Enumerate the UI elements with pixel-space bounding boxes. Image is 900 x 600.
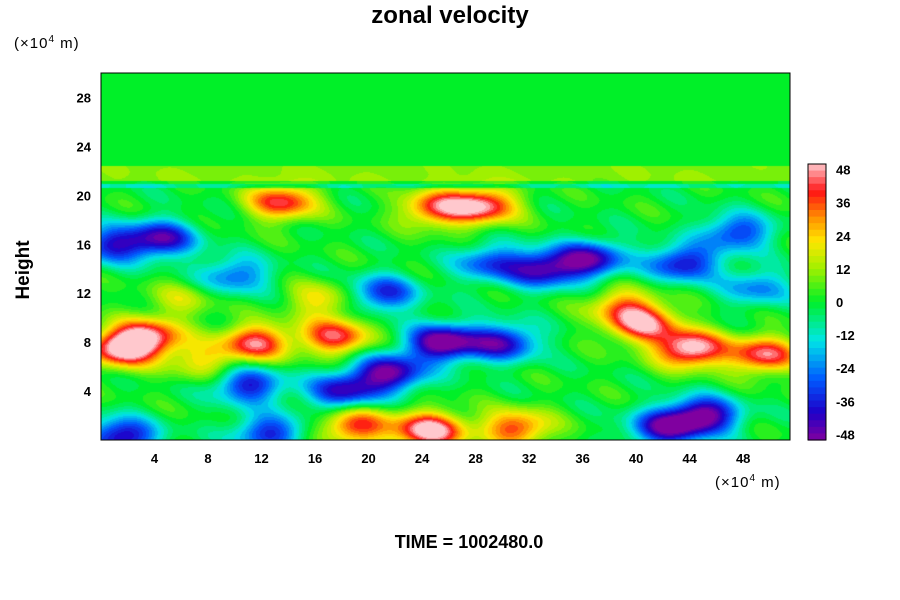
colorbar-swatch bbox=[808, 433, 826, 441]
y-tick-label: 4 bbox=[84, 384, 92, 399]
y-tick-label: 16 bbox=[77, 237, 91, 252]
colorbar-tick-label: 36 bbox=[836, 196, 850, 211]
y-tick-label: 20 bbox=[77, 188, 91, 203]
colorbar-swatch bbox=[808, 183, 826, 191]
y-tick-label: 8 bbox=[84, 335, 91, 350]
colorbar-swatch bbox=[808, 374, 826, 382]
colorbar-swatch bbox=[808, 216, 826, 224]
colorbar-swatch bbox=[808, 269, 826, 277]
colorbar-swatch bbox=[808, 348, 826, 356]
x-tick-label: 36 bbox=[575, 451, 589, 466]
x-tick-label: 4 bbox=[151, 451, 159, 466]
time-label: TIME = 1002480.0 bbox=[394, 532, 544, 552]
y-axis-unit: (×104 m) bbox=[14, 34, 80, 52]
colorbar-swatch bbox=[808, 361, 826, 369]
colorbar-swatch bbox=[808, 236, 826, 244]
colorbar-swatch bbox=[808, 164, 826, 172]
colorbar-swatch bbox=[808, 354, 826, 362]
y-tick-label: 24 bbox=[77, 139, 92, 154]
colorbar-tick-label: 0 bbox=[836, 295, 843, 310]
x-tick-label: 32 bbox=[522, 451, 536, 466]
colorbar-swatch bbox=[808, 196, 826, 205]
colorbar-swatch bbox=[808, 288, 826, 297]
colorbar-swatch bbox=[808, 256, 826, 264]
x-tick-label: 48 bbox=[736, 451, 750, 466]
colorbar-tick-label: 24 bbox=[836, 229, 851, 244]
colorbar-swatch bbox=[808, 210, 826, 218]
y-tick-label: 28 bbox=[77, 90, 91, 105]
colorbar-border bbox=[807, 163, 827, 441]
colorbar-swatch bbox=[808, 275, 826, 283]
colorbar-swatch bbox=[808, 380, 826, 389]
colorbar-swatch bbox=[808, 302, 826, 310]
colorbar-tick-label: 48 bbox=[836, 163, 850, 178]
colorbar-swatch bbox=[808, 295, 826, 303]
colorbar-swatch bbox=[808, 190, 826, 198]
colorbar-swatch bbox=[808, 170, 826, 178]
colorbar-swatch bbox=[808, 413, 826, 421]
colorbar-swatch bbox=[808, 407, 826, 415]
colorbar-tick-labels: 48 36 24 12 0 -12 -24 -36 -48 bbox=[836, 163, 856, 443]
plot-border bbox=[100, 72, 791, 441]
chart-title: zonal velocity bbox=[371, 2, 529, 29]
x-tick-label: 28 bbox=[468, 451, 482, 466]
colorbar-swatch bbox=[808, 177, 826, 185]
x-tick-label: 40 bbox=[629, 451, 643, 466]
colorbar-tick-label: -48 bbox=[836, 427, 855, 442]
heatmap-field bbox=[101, 73, 790, 440]
x-tick-label: 44 bbox=[682, 451, 697, 466]
x-tick-labels: 4 8 12 16 20 24 28 32 36 40 44 48 bbox=[151, 451, 751, 466]
colorbar-swatch bbox=[808, 282, 826, 290]
x-tick-label: 20 bbox=[361, 451, 375, 466]
colorbar-tick-label: -12 bbox=[836, 328, 855, 343]
x-unit-exponent: 4 bbox=[749, 473, 757, 484]
x-tick-label: 8 bbox=[204, 451, 211, 466]
colorbar-swatch bbox=[808, 387, 826, 395]
colorbar-swatch bbox=[808, 308, 826, 316]
colorbar-swatch bbox=[808, 223, 826, 231]
colorbar-swatch bbox=[808, 341, 826, 349]
y-unit-suffix: m) bbox=[55, 35, 80, 52]
colorbar-swatch bbox=[808, 400, 826, 408]
x-unit-prefix: (×10 bbox=[715, 474, 750, 491]
x-tick-label: 12 bbox=[254, 451, 268, 466]
colorbar-swatch bbox=[808, 426, 826, 435]
y-tick-labels: 4 8 12 16 20 24 28 bbox=[77, 90, 92, 399]
colorbar-swatch bbox=[808, 367, 826, 375]
colorbar bbox=[807, 163, 827, 441]
colorbar-swatch bbox=[808, 262, 826, 270]
x-unit-suffix: m) bbox=[756, 474, 781, 491]
colorbar-tick-label: -36 bbox=[836, 394, 855, 409]
colorbar-swatch bbox=[808, 203, 826, 211]
colorbar-swatch bbox=[808, 328, 826, 336]
colorbar-swatch bbox=[808, 229, 826, 237]
colorbar-swatch bbox=[808, 249, 826, 257]
colorbar-swatch bbox=[808, 321, 826, 329]
x-tick-label: 16 bbox=[308, 451, 322, 466]
colorbar-tick-label: 12 bbox=[836, 262, 850, 277]
x-axis-unit: (×104 m) bbox=[715, 473, 781, 491]
colorbar-swatch bbox=[808, 394, 826, 402]
colorbar-swatch bbox=[808, 420, 826, 428]
colorbar-swatch bbox=[808, 334, 826, 343]
colorbar-swatch bbox=[808, 315, 826, 323]
y-tick-label: 12 bbox=[77, 286, 91, 301]
x-tick-label: 24 bbox=[415, 451, 430, 466]
colorbar-swatch bbox=[808, 242, 826, 251]
y-unit-prefix: (×10 bbox=[14, 35, 49, 52]
colorbar-tick-label: -24 bbox=[836, 361, 856, 376]
y-unit-exponent: 4 bbox=[48, 34, 56, 45]
